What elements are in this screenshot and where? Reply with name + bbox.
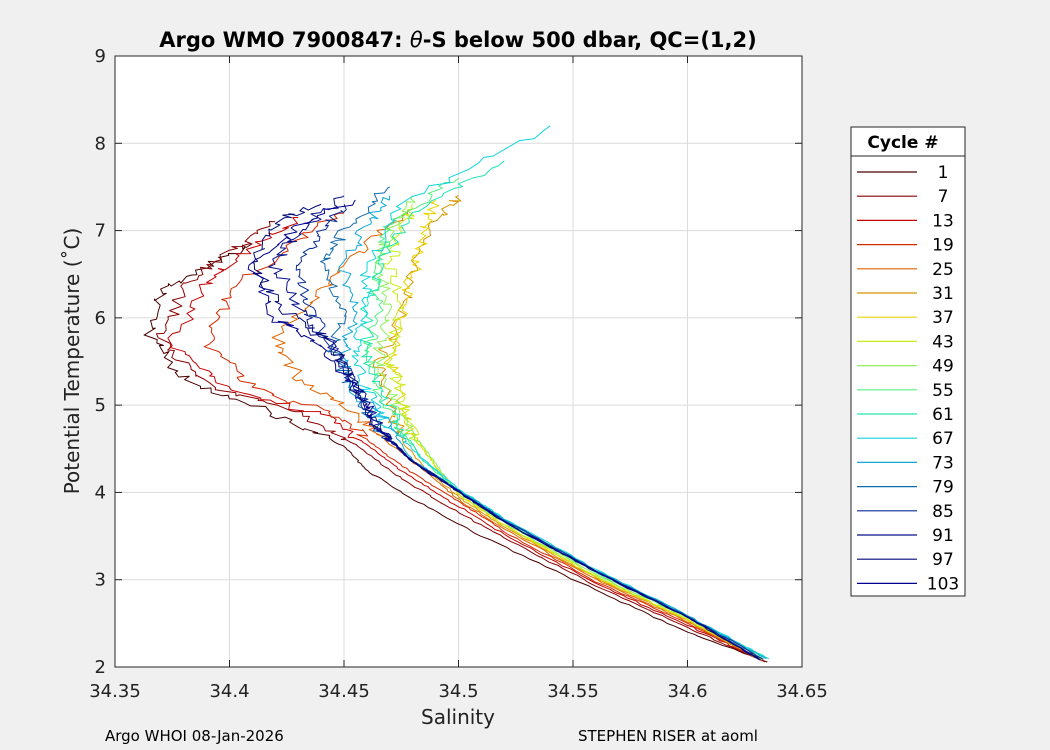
legend-label: 97 xyxy=(932,550,954,570)
series-line-cycle-31 xyxy=(372,195,762,661)
title-prefix: Argo WMO 7900847: xyxy=(159,28,410,52)
legend-label: 67 xyxy=(932,429,954,449)
legend-label: 37 xyxy=(932,308,954,328)
series-line-cycle-97 xyxy=(251,203,761,661)
legend-label: 31 xyxy=(932,284,954,304)
series-line-cycle-1 xyxy=(143,243,768,663)
title-theta: θ xyxy=(410,28,423,52)
legend-label: 85 xyxy=(932,502,954,522)
x-axis-label: Salinity xyxy=(421,705,495,729)
y-tick-label: 3 xyxy=(95,570,106,591)
y-tick-label: 5 xyxy=(95,395,106,416)
legend-label: 103 xyxy=(927,574,959,594)
x-tick-label: 34.45 xyxy=(318,681,370,702)
y-tick-label: 7 xyxy=(95,221,106,242)
series-line-cycle-49 xyxy=(372,195,763,660)
y-tick-label: 6 xyxy=(95,308,106,329)
x-tick-label: 34.65 xyxy=(776,681,828,702)
legend-title: Cycle # xyxy=(867,133,938,153)
y-axis-label: Potential Temperature (˚C) xyxy=(60,228,84,495)
x-tick-label: 34.55 xyxy=(547,681,599,702)
y-tick-label: 9 xyxy=(95,46,106,67)
y-tick-label: 2 xyxy=(95,657,106,678)
footer-right: STEPHEN RISER at aoml xyxy=(578,727,758,745)
series-line-cycle-37 xyxy=(383,199,762,660)
series-line-cycle-13 xyxy=(167,217,763,662)
x-tick-label: 34.5 xyxy=(438,681,478,702)
legend-label: 25 xyxy=(932,260,954,280)
legend-label: 61 xyxy=(932,405,954,425)
x-tick-label: 34.35 xyxy=(89,681,141,702)
legend: Cycle # 1 7 13 19 25 31 37 43 49 55 61 67 73 79 85 91 97… xyxy=(850,126,966,597)
legend-entries: 1 7 13 19 25 31 37 43 49 55 61 67 73 79 85 91 97 103 xyxy=(857,163,959,594)
legend-label: 19 xyxy=(932,236,954,256)
legend-label: 13 xyxy=(932,211,954,231)
x-tick-label: 34.4 xyxy=(209,681,249,702)
y-tick-labels: 2 3 4 5 6 7 8 9 xyxy=(95,46,106,678)
legend-label: 73 xyxy=(932,453,954,473)
legend-label: 55 xyxy=(932,381,954,401)
legend-label: 79 xyxy=(932,478,954,498)
legend-label: 1 xyxy=(938,163,949,183)
x-tick-label: 34.6 xyxy=(667,681,707,702)
axis-ticks xyxy=(114,55,803,668)
series-line-cycle-55 xyxy=(363,177,765,659)
series-line-cycle-103 xyxy=(247,199,761,661)
legend-label: 7 xyxy=(938,187,949,207)
y-tick-label: 8 xyxy=(95,133,106,154)
chart-title: Argo WMO 7900847: θ-S below 500 dbar, QC… xyxy=(159,28,756,52)
y-tick-label: 4 xyxy=(95,482,106,503)
series-line-cycle-25 xyxy=(271,208,763,661)
title-suffix: -S below 500 dbar, QC=(1,2) xyxy=(423,28,757,52)
footer-left: Argo WHOI 08-Jan-2026 xyxy=(105,727,284,745)
series-layer xyxy=(143,125,770,663)
series-line-cycle-7 xyxy=(156,221,766,663)
legend-box xyxy=(850,126,966,597)
legend-label: 91 xyxy=(932,526,954,546)
series-line-cycle-19 xyxy=(203,212,763,662)
x-tick-labels: 34.35 34.4 34.45 34.5 34.55 34.6 34.65 xyxy=(89,681,828,702)
series-line-cycle-67 xyxy=(351,125,770,660)
legend-label: 43 xyxy=(932,332,954,352)
legend-label: 49 xyxy=(932,357,954,377)
